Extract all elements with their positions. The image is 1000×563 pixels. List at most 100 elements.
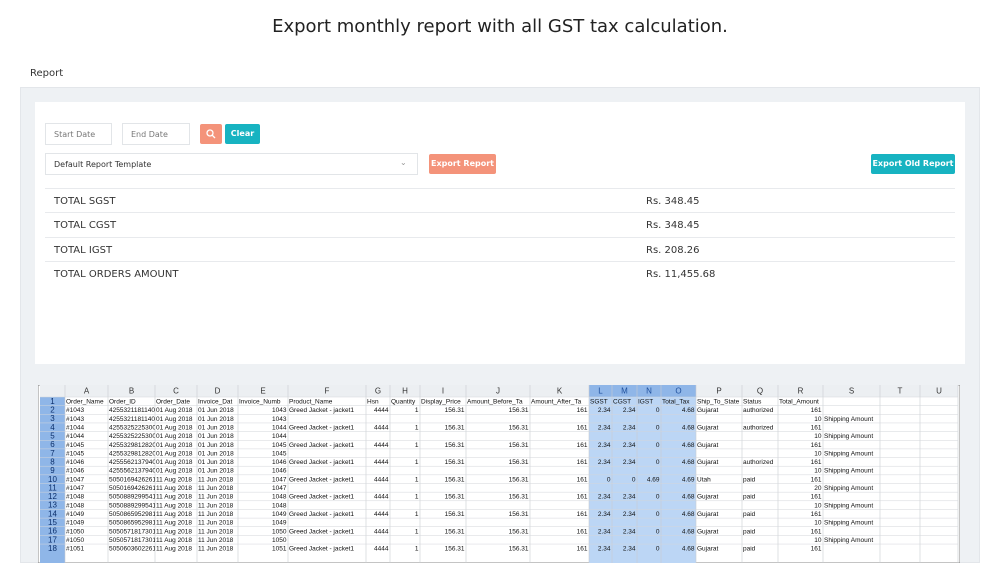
cell: #1047 (66, 476, 84, 483)
cell: authorized (743, 424, 774, 431)
export-old-report-button[interactable]: Export Old Report (871, 154, 955, 174)
cell: paid (743, 528, 756, 535)
cell: 4444 (374, 459, 389, 466)
cell: #1049 (66, 511, 84, 518)
column-letter: G (375, 387, 381, 396)
cell: 4.68 (682, 407, 695, 414)
cell: #1043 (66, 407, 84, 414)
cell: CGST (613, 399, 631, 406)
cell: 156.31 (509, 546, 529, 553)
cell: 01 Jun 2018 (198, 424, 234, 431)
row-number: 15 (48, 518, 57, 527)
cell: 1045 (272, 450, 287, 457)
cell: 10 (814, 450, 822, 457)
cell: #1048 (66, 494, 84, 501)
cell: 2.34 (598, 442, 611, 449)
cell: 161 (811, 476, 822, 483)
cell: 156.31 (509, 407, 529, 414)
cell: 11 Jun 2018 (198, 528, 234, 535)
cell: 156.31 (509, 494, 529, 501)
cell: paid (743, 494, 756, 501)
cell: 1 (415, 546, 419, 553)
cell: Greed Jacket - jacket1 (289, 546, 354, 553)
cell: 50505718173011 (109, 537, 160, 544)
cell: 4444 (374, 511, 389, 518)
cell: 1050 (272, 528, 287, 535)
cell: 1048 (272, 494, 287, 501)
cell: 42555621379401 (109, 468, 160, 475)
cell: #1046 (66, 468, 84, 475)
cell: 1046 (272, 468, 287, 475)
cell: 161 (577, 528, 588, 535)
export-report-button[interactable]: Export Report (429, 154, 496, 174)
selected-column-header (612, 385, 637, 397)
cell: 11 Jun 2018 (198, 476, 234, 483)
cell: 1047 (272, 476, 287, 483)
cell: #1049 (66, 520, 84, 527)
cell: SGST (590, 399, 608, 406)
cell: #1047 (66, 485, 84, 492)
cell: #1051 (66, 546, 84, 553)
cell: 4.68 (682, 511, 695, 518)
cell: 01 Aug 2018 (156, 442, 193, 449)
cell: 0 (656, 424, 660, 431)
cell: 4444 (374, 494, 389, 501)
cell: #1045 (66, 442, 84, 449)
cell: 50508659529811 (109, 511, 160, 518)
cell: 01 Jun 2018 (198, 407, 234, 414)
cell: Total_Amount (779, 399, 819, 406)
cell: 156.31 (445, 407, 465, 414)
cell: 2.34 (598, 424, 611, 431)
row-number: 16 (48, 527, 57, 536)
end-date-input[interactable]: End Date (122, 123, 190, 145)
cell: 161 (811, 546, 822, 553)
cell: 42553211811401 (109, 407, 159, 414)
clear-button[interactable]: Clear (225, 124, 260, 144)
cell: 11 Jun 2018 (198, 494, 234, 501)
cell: 2.34 (598, 407, 611, 414)
start-date-input[interactable]: Start Date (45, 123, 112, 145)
column-letter: O (675, 387, 681, 396)
cell: 20 (814, 485, 822, 492)
cell: Gujarat (697, 528, 719, 535)
cell: 1044 (272, 424, 287, 431)
column-letter: P (716, 387, 721, 396)
cell: Greed Jacket - jacket1 (289, 476, 354, 483)
cell: 2.34 (623, 546, 636, 553)
cell: 0 (656, 511, 660, 518)
cell: 156.31 (509, 511, 529, 518)
total-row: TOTAL IGST Rs. 208.26 (45, 236, 955, 261)
cell: 1047 (272, 485, 287, 492)
cell: 156.31 (445, 511, 465, 518)
cell: 161 (811, 511, 822, 518)
cell: 4.68 (682, 546, 695, 553)
cell: 01 Jun 2018 (198, 468, 234, 475)
cell: 1048 (272, 502, 287, 509)
cell: 1043 (272, 416, 287, 423)
cell: 42553298128201 (109, 450, 160, 457)
total-label: TOTAL CGST (54, 220, 117, 232)
total-row: TOTAL ORDERS AMOUNT Rs. 11,455.68 (45, 260, 955, 285)
row-number: 7 (50, 449, 55, 458)
template-select[interactable]: Default Report Template (45, 153, 418, 175)
cell: Total_Tax (662, 399, 690, 406)
cell: paid (743, 511, 756, 518)
cell: 0 (656, 546, 660, 553)
row-number: 3 (50, 414, 55, 423)
cell: Gujarat (697, 442, 719, 449)
card-title: Report (20, 60, 980, 88)
cell: 2.34 (623, 494, 636, 501)
select-arrow: ⌄ (400, 158, 407, 167)
selected-column-header (661, 385, 696, 397)
cell: paid (743, 476, 756, 483)
search-button[interactable] (200, 124, 222, 144)
cell: 4444 (374, 528, 389, 535)
column-letter: N (646, 387, 652, 396)
column-letter: R (798, 387, 804, 396)
cell: Order_Name (66, 399, 104, 406)
cell: 156.31 (445, 546, 465, 553)
cell: 0 (656, 528, 660, 535)
cell: Shipping Amount (824, 450, 873, 457)
cell: Gujarat (697, 494, 719, 501)
cell: 161 (577, 494, 588, 501)
